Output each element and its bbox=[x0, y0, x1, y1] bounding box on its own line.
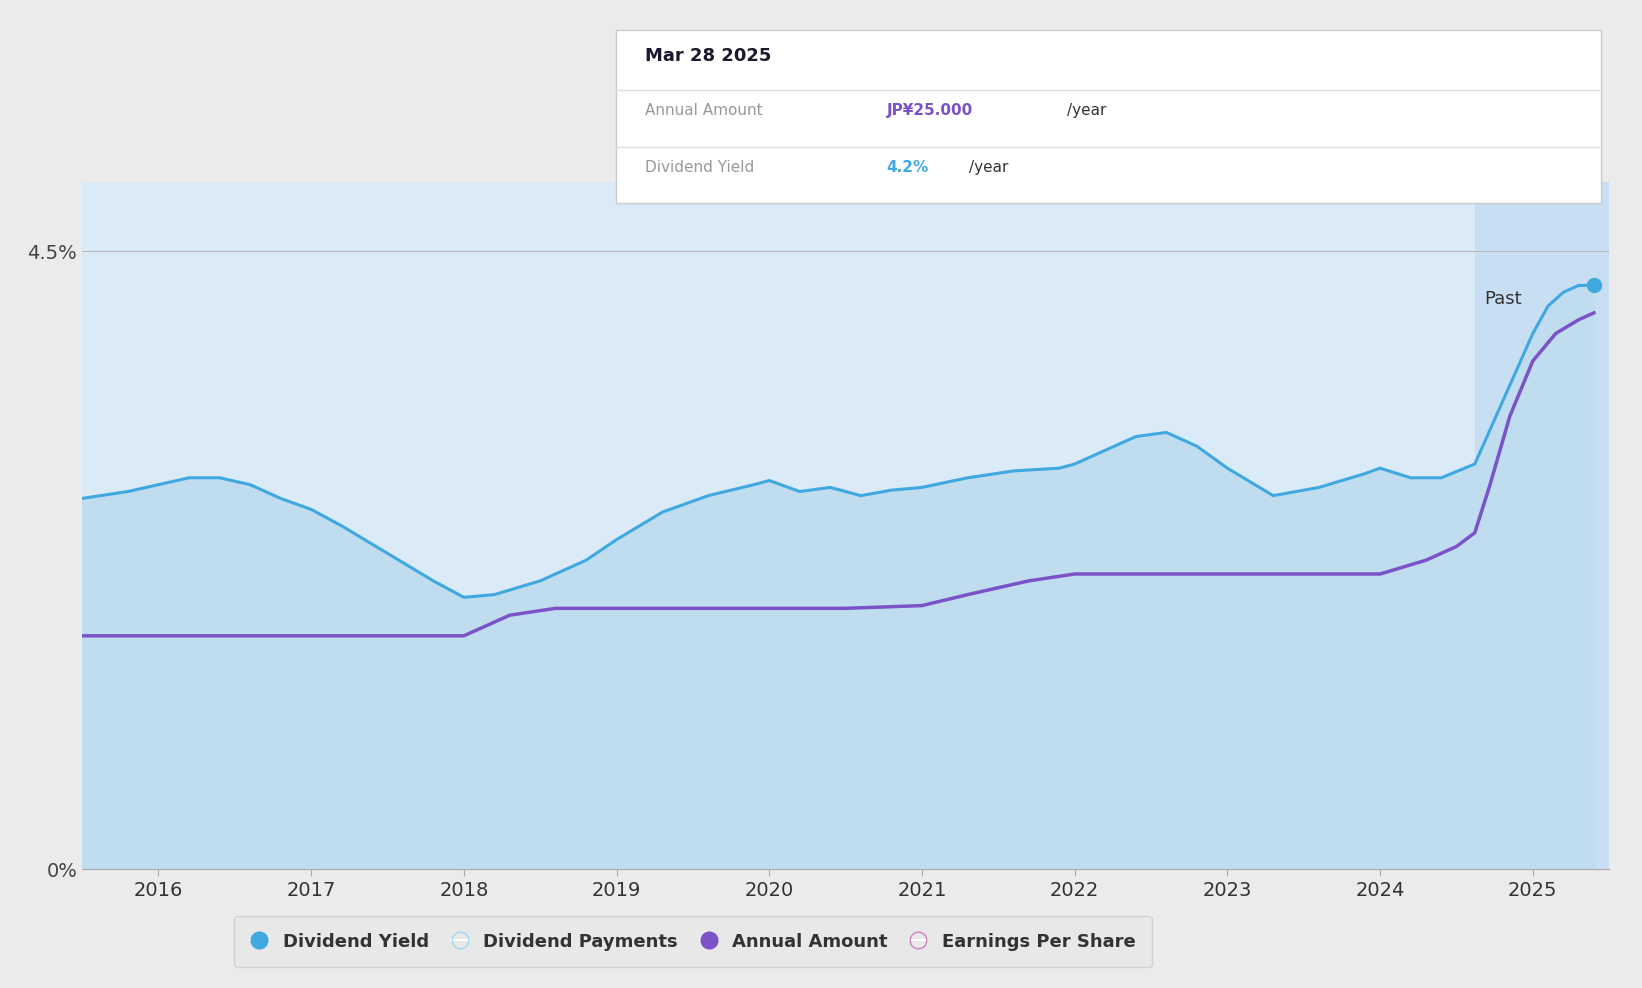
Text: Past: Past bbox=[1484, 290, 1522, 308]
Text: Annual Amount: Annual Amount bbox=[645, 103, 764, 118]
Text: Dividend Yield: Dividend Yield bbox=[645, 160, 755, 175]
Text: Mar 28 2025: Mar 28 2025 bbox=[645, 47, 772, 65]
Text: 4.2%: 4.2% bbox=[887, 160, 929, 175]
Text: /year: /year bbox=[969, 160, 1008, 175]
Legend: Dividend Yield, Dividend Payments, Annual Amount, Earnings Per Share: Dividend Yield, Dividend Payments, Annua… bbox=[235, 916, 1151, 967]
Text: /year: /year bbox=[1067, 103, 1107, 118]
Bar bbox=[1475, 183, 1609, 869]
Text: JP¥25.000: JP¥25.000 bbox=[887, 103, 974, 118]
